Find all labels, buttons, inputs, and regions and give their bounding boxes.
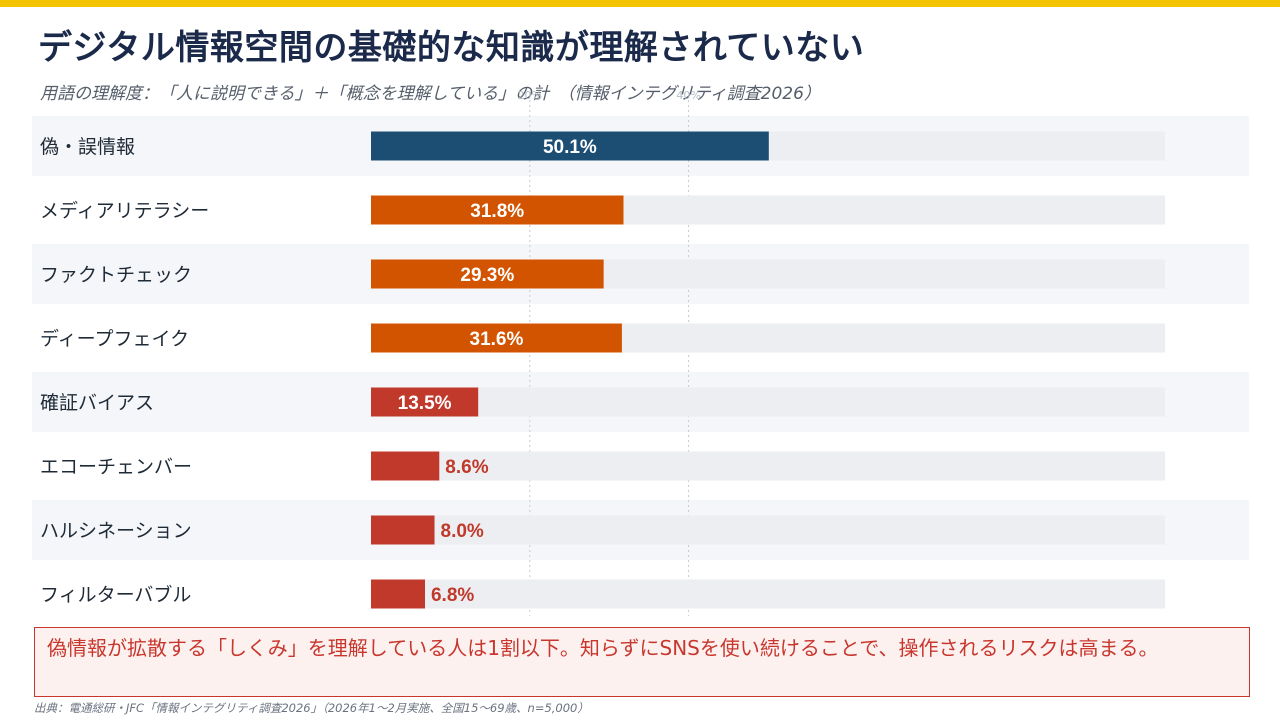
category-label: メディアリテラシー bbox=[40, 200, 209, 222]
category-label: 確証バイアス bbox=[40, 392, 154, 414]
category-label: 偽・誤情報 bbox=[40, 136, 135, 158]
category-label: エコーチェンバー bbox=[40, 456, 192, 478]
bar bbox=[371, 195, 624, 225]
data-label: 31.8% bbox=[470, 201, 524, 222]
category-label: フィルターバブル bbox=[40, 583, 191, 606]
bar-track bbox=[371, 259, 1165, 289]
row-band bbox=[32, 116, 1249, 176]
data-label: 8.6% bbox=[445, 457, 488, 478]
bar-track bbox=[371, 387, 1165, 417]
category-label: ファクトチェック bbox=[40, 264, 192, 286]
bar bbox=[371, 515, 435, 545]
key-takeaway-callout: 偽情報が拡散する「しくみ」を理解している人は1割以下。知らずにSNSを使い続ける… bbox=[34, 627, 1250, 697]
source-note: 出典：電通総研・JFC「情報インテグリティ調査2026」（2026年1〜2月実施… bbox=[34, 701, 589, 715]
row-band bbox=[32, 244, 1249, 304]
data-label: 8.0% bbox=[441, 521, 484, 542]
bar-track bbox=[371, 451, 1165, 481]
bar bbox=[371, 451, 440, 481]
bar-track bbox=[371, 515, 1165, 545]
row-band bbox=[32, 500, 1249, 560]
bar bbox=[371, 259, 604, 289]
bar-track bbox=[371, 579, 1165, 609]
chart-subtitle: 用語の理解度：「人に説明できる」＋「概念を理解している」の計 （情報インテグリテ… bbox=[40, 84, 821, 104]
row-band bbox=[32, 372, 1249, 432]
bar-track bbox=[371, 323, 1165, 353]
data-label: 29.3% bbox=[460, 265, 514, 286]
bar bbox=[371, 131, 769, 161]
page-title: デジタル情報空間の基礎的な知識が理解されていない bbox=[38, 28, 865, 68]
bar bbox=[371, 579, 425, 609]
data-label: 50.1% bbox=[543, 137, 597, 158]
data-label: 6.8% bbox=[431, 585, 474, 606]
category-label: ハルシネーション bbox=[40, 520, 192, 542]
bar bbox=[371, 387, 479, 417]
top-accent-bar bbox=[0, 0, 1280, 7]
bar bbox=[371, 323, 622, 353]
category-label: ディープフェイク bbox=[40, 328, 189, 350]
bar-track bbox=[371, 195, 1165, 225]
data-label: 13.5% bbox=[398, 393, 452, 414]
bar-track bbox=[371, 131, 1165, 161]
data-label: 31.6% bbox=[470, 329, 524, 350]
